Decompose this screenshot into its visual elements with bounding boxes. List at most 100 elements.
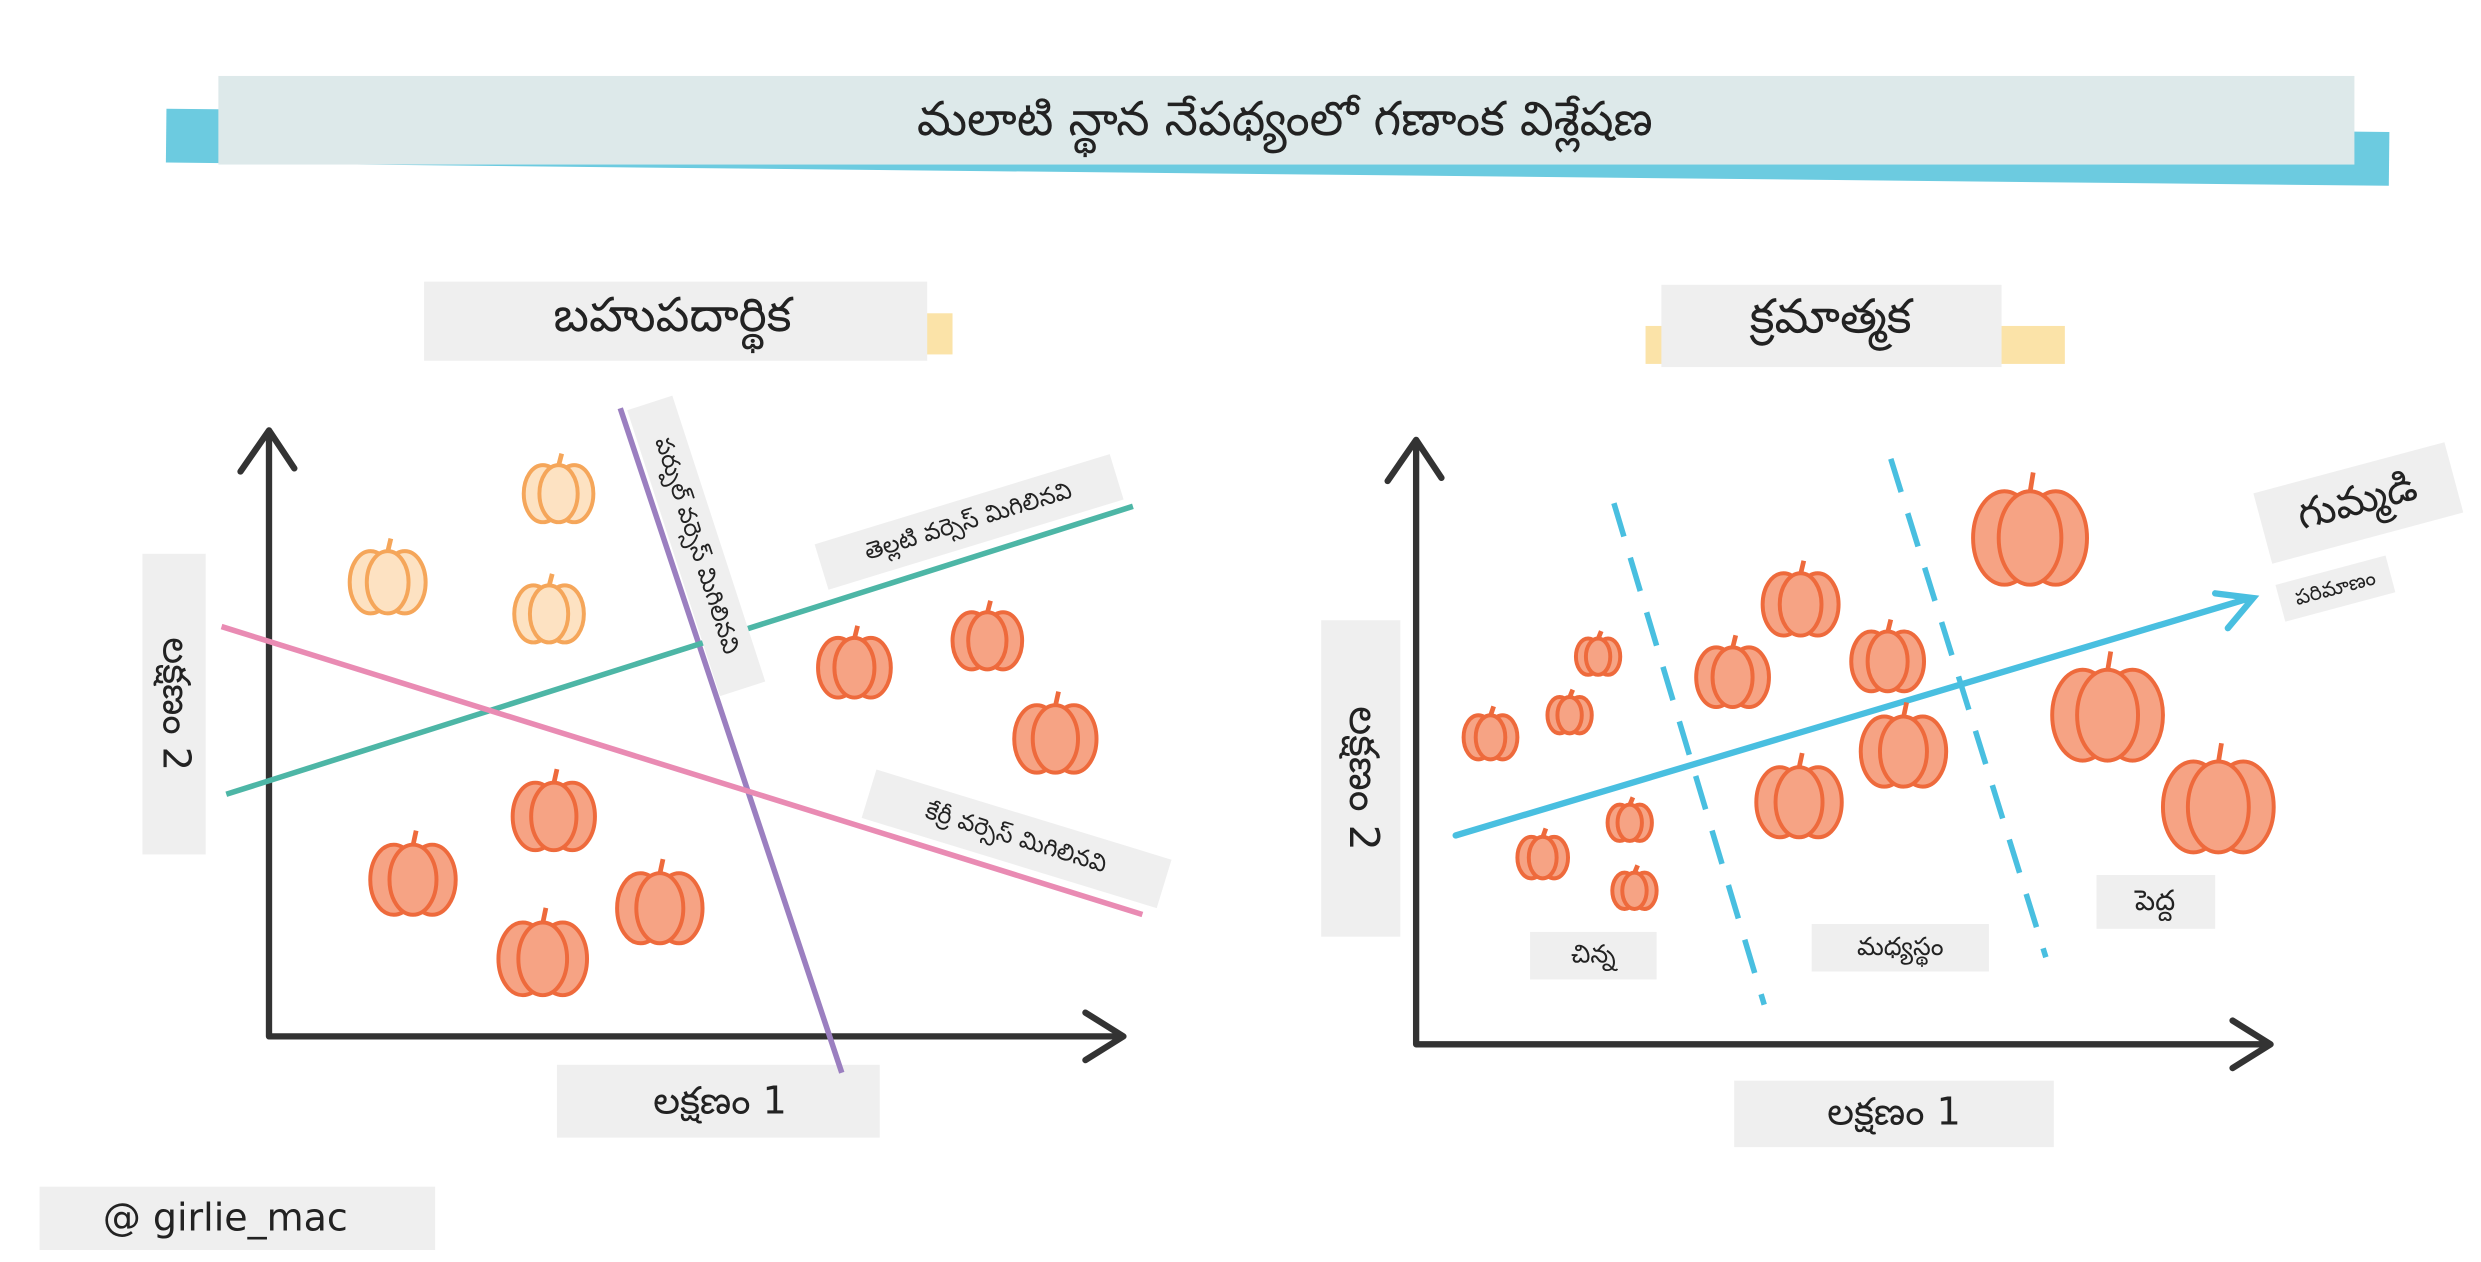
pumpkin <box>1605 796 1654 843</box>
pumpkin <box>1754 752 1844 840</box>
pumpkin-stem <box>540 907 549 924</box>
pumpkin-stem <box>546 573 555 587</box>
pumpkin <box>1545 688 1594 736</box>
line-label: పర్పుల్ వర్సెస్ మిగిలినవి <box>647 434 746 659</box>
pumpkin <box>1858 701 1949 789</box>
pumpkin-lobe <box>832 635 877 700</box>
pumpkin <box>368 830 458 917</box>
pumpkin-lobe <box>364 549 411 616</box>
pumpkin <box>1461 705 1520 762</box>
line-label-box <box>627 395 766 697</box>
arrow-label-box <box>2275 555 2396 622</box>
axis-label-box <box>1734 1080 2054 1148</box>
pumpkin-lobe <box>527 583 571 645</box>
credit: @ girlie_mac <box>103 1195 348 1239</box>
pumpkin-stem <box>1595 630 1604 640</box>
pumpkin-lobe <box>1777 571 1824 638</box>
pumpkin-stem <box>1632 864 1640 874</box>
group-label-box <box>1811 924 1989 972</box>
axes <box>1384 436 2274 1072</box>
pumpkin-stem <box>1730 634 1739 649</box>
pumpkin <box>521 453 596 525</box>
pumpkin-stem <box>1796 752 1805 769</box>
pumpkin-lobe <box>529 780 579 853</box>
dashed-divider <box>1888 458 2049 959</box>
pumpkin <box>347 538 428 616</box>
pumpkin-lobe <box>634 871 686 946</box>
dashed-divider <box>1611 502 1767 1006</box>
group-label-box <box>2096 874 2216 929</box>
pumpkin <box>2160 742 2276 855</box>
group-label: చిన్న <box>1571 940 1619 972</box>
pumpkin <box>510 768 597 853</box>
line-label-box <box>814 454 1124 590</box>
pumpkin <box>1573 630 1623 677</box>
pumpkin-stem <box>1627 796 1636 806</box>
pumpkin <box>1694 634 1771 710</box>
pumpkin <box>1971 472 2089 587</box>
pumpkin <box>496 907 590 998</box>
x-axis-label: లక్షణం 1 <box>653 1078 787 1124</box>
axes <box>237 427 1127 1064</box>
pumpkin <box>1012 691 1099 775</box>
pumpkin-stem <box>1488 705 1496 717</box>
pumpkin-stem <box>1798 560 1807 575</box>
pumpkin-stem <box>410 830 419 847</box>
pumpkin-lobe <box>516 920 570 998</box>
pumpkin-lobe <box>1030 703 1080 775</box>
axis-label-box <box>142 553 206 855</box>
group-label-box <box>1530 931 1657 980</box>
pumpkin-stem <box>1540 827 1549 839</box>
pumpkin-lobe <box>1555 695 1584 736</box>
credit-box <box>39 1186 436 1250</box>
pumpkin-stem <box>985 600 993 614</box>
pumpkin-stem <box>2027 472 2036 493</box>
pumpkin-stem <box>385 538 394 553</box>
pumpkin-stem <box>1901 701 1909 718</box>
pumpkin-stem <box>1053 691 1061 707</box>
pumpkin-stem <box>2105 651 2114 672</box>
size-arrow <box>1452 590 2260 839</box>
pumpkin <box>1849 618 1927 694</box>
pumpkin <box>615 858 705 946</box>
arrow-label-box <box>2253 442 2464 564</box>
axis-label-box <box>556 1064 880 1138</box>
pumpkin-lobe <box>1583 636 1613 677</box>
boundary-line <box>220 623 1144 918</box>
pumpkin-stem <box>852 625 860 640</box>
pumpkin-stem <box>1567 688 1575 699</box>
pumpkin <box>512 573 586 645</box>
pumpkin-stem <box>1885 618 1894 633</box>
x-axis-label: లక్షణం 1 <box>1827 1089 1961 1135</box>
pumpkin <box>816 625 893 700</box>
pumpkin-lobe <box>966 610 1009 672</box>
pumpkin-lobe <box>1710 645 1755 710</box>
title-banner <box>218 75 2355 165</box>
panel-title: క్రమాత్మక <box>1750 290 1914 352</box>
pumpkin <box>1515 827 1571 881</box>
pumpkin <box>1610 864 1659 911</box>
pumpkin-lobe <box>1773 765 1825 840</box>
pumpkin-lobe <box>2185 759 2251 855</box>
boundary-line <box>225 503 1134 797</box>
pumpkin <box>1760 560 1841 638</box>
pumpkin-lobe <box>2075 667 2141 763</box>
panel-title-box <box>424 281 928 361</box>
pumpkin-lobe <box>537 463 580 525</box>
pumpkin-lobe <box>387 842 439 917</box>
pumpkin-lobe <box>1620 870 1649 911</box>
pumpkin-stem <box>2215 742 2224 764</box>
pumpkins <box>347 453 2276 998</box>
pumpkin-lobe <box>1877 714 1929 789</box>
pumpkin-lobe <box>1865 629 1910 694</box>
panel-title: బహుపదార్థిక <box>553 288 793 354</box>
axis-label-box <box>1321 620 1401 937</box>
panel-title-box <box>1661 284 2002 368</box>
pumpkin-lobe <box>1996 489 2064 587</box>
line-label-box <box>861 769 1172 909</box>
pumpkin <box>950 600 1025 672</box>
y-axis-label: లక్షణం 2 <box>153 637 199 771</box>
pumpkin <box>2050 651 2165 763</box>
